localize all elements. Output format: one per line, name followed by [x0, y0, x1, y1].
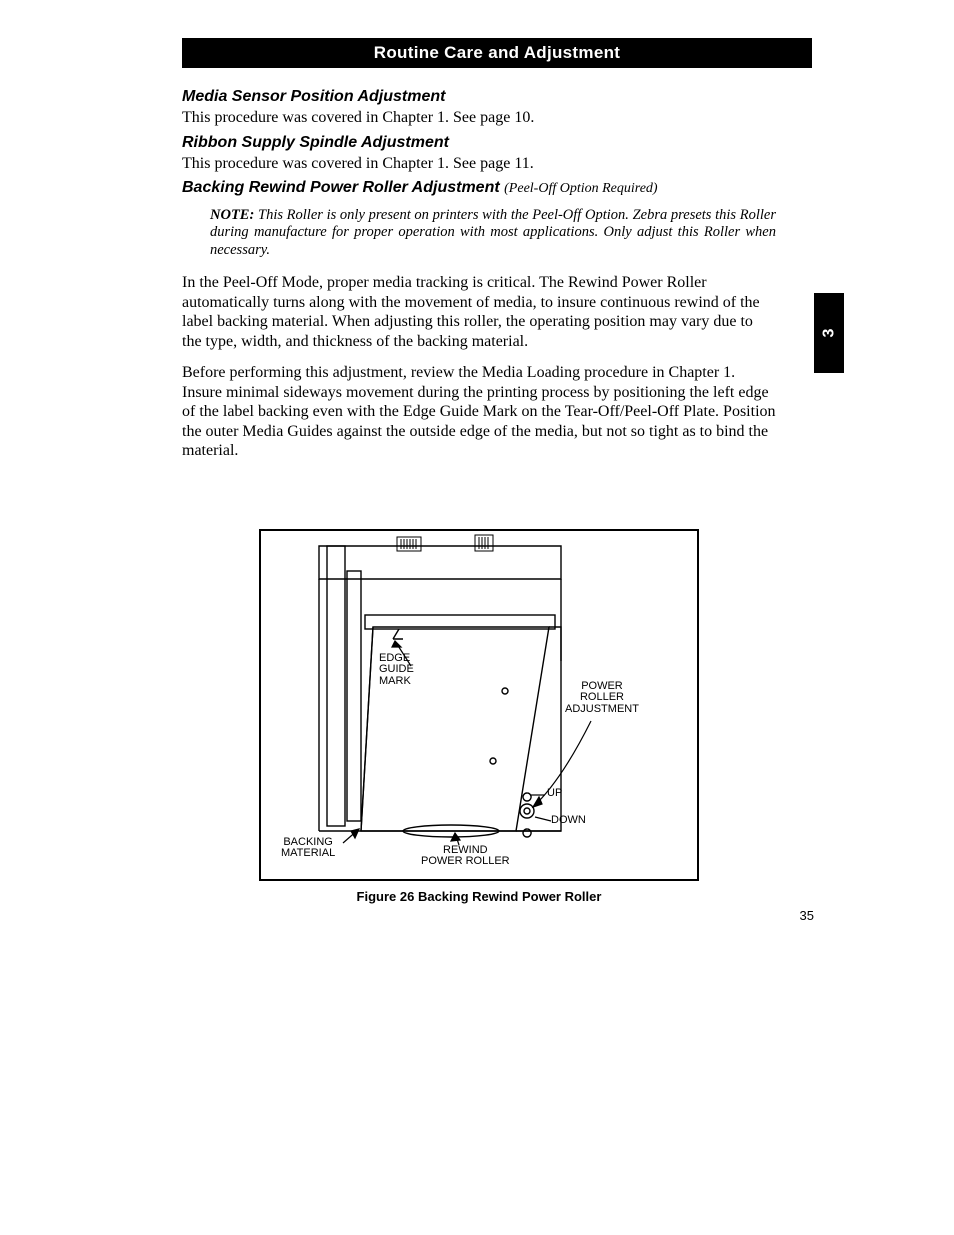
note-block: NOTE: This Roller is only present on pri… [210, 207, 776, 259]
heading-backing-rewind: Backing Rewind Power Roller Adjustment (… [182, 179, 776, 197]
page: Routine Care and Adjustment 3 Media Sens… [182, 38, 812, 904]
label-backing-material: BACKINGMATERIAL [281, 837, 335, 860]
paragraph-2: Before performing this adjustment, revie… [182, 363, 776, 461]
note-text: This Roller is only present on printers … [210, 207, 776, 258]
note-label: NOTE: [210, 207, 254, 223]
header-bar: Routine Care and Adjustment [182, 38, 812, 68]
label-rewind-power-roller: REWINDPOWER ROLLER [421, 845, 510, 868]
label-up: UP [547, 788, 562, 800]
text-ribbon-spindle: This procedure was covered in Chapter 1.… [182, 154, 776, 174]
heading-media-sensor: Media Sensor Position Adjustment [182, 88, 776, 106]
chapter-number: 3 [820, 329, 838, 338]
paragraph-1: In the Peel-Off Mode, proper media track… [182, 273, 776, 351]
text-media-sensor: This procedure was covered in Chapter 1.… [182, 108, 776, 128]
heading-ribbon-spindle: Ribbon Supply Spindle Adjustment [182, 134, 776, 152]
header-title: Routine Care and Adjustment [374, 43, 620, 62]
figure-wrap: EDGEGUIDEMARK POWERROLLERADJUSTMENT UP D… [182, 529, 776, 904]
label-down: DOWN [551, 815, 586, 827]
content-area: Media Sensor Position Adjustment This pr… [182, 68, 776, 904]
page-number: 35 [800, 908, 814, 923]
label-edge-guide-mark: EDGEGUIDEMARK [379, 653, 414, 688]
label-power-roller-adjustment: POWERROLLERADJUSTMENT [565, 681, 639, 716]
heading-backing-rewind-paren: (Peel-Off Option Required) [504, 181, 657, 196]
figure-caption: Figure 26 Backing Rewind Power Roller [182, 889, 776, 904]
figure-frame: EDGEGUIDEMARK POWERROLLERADJUSTMENT UP D… [259, 529, 699, 881]
heading-backing-rewind-main: Backing Rewind Power Roller Adjustment [182, 179, 500, 196]
chapter-tab: 3 [814, 293, 844, 373]
